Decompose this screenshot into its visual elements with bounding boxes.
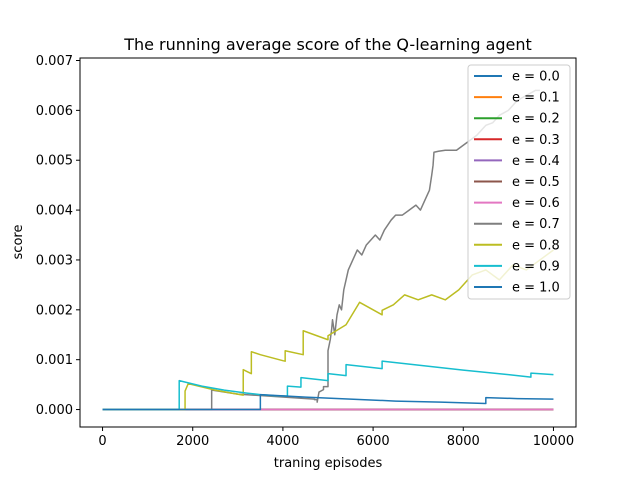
chart-title: The running average score of the Q-learn… (123, 35, 532, 54)
x-tick-label: 0 (98, 434, 106, 449)
legend-label-5: e = 0.5 (512, 175, 560, 190)
series-line-9 (102, 360, 554, 411)
legend-label-6: e = 0.6 (512, 196, 560, 211)
x-tick-label: 8000 (447, 434, 480, 449)
y-axis-label: score (11, 225, 26, 260)
legend-label-8: e = 0.8 (512, 238, 560, 253)
series-line-10 (102, 393, 554, 411)
y-axis-ticks: 0.000 0.001 0.002 0.003 0.004 0.005 0.006 0.007 (36, 54, 80, 418)
legend-label-0: e = 0.0 (512, 70, 560, 85)
legend-label-1: e = 0.1 (512, 91, 560, 106)
legend-label-9: e = 0.9 (512, 259, 560, 274)
legend-label-3: e = 0.3 (512, 133, 560, 148)
plot-frame (79, 57, 577, 428)
legend-box (467, 64, 571, 300)
x-tick-label: 6000 (357, 434, 390, 449)
y-tick-label: 0.006 (36, 104, 73, 119)
y-tick-label: 0.000 (36, 403, 73, 418)
legend-label-7: e = 0.7 (512, 217, 560, 232)
x-tick-label: 4000 (266, 434, 299, 449)
y-tick-label: 0.001 (36, 353, 73, 368)
y-tick-label: 0.005 (36, 154, 73, 169)
series-line-7 (102, 89, 540, 411)
y-tick-label: 0.004 (36, 204, 73, 219)
legend-label-2: e = 0.2 (512, 112, 560, 127)
legend-label-4: e = 0.4 (512, 154, 560, 169)
legend-label-10: e = 1.0 (512, 281, 560, 296)
x-tick-label: 2000 (176, 434, 209, 449)
y-tick-label: 0.003 (36, 253, 73, 268)
x-axis-label: traning episodes (274, 456, 383, 471)
legend: e = 0.0 e = 0.1 e = 0.2 e = 0.3 e = 0.4 e = 0… (467, 64, 571, 300)
y-tick-label: 0.002 (36, 303, 73, 318)
x-tick-label: 10000 (533, 434, 574, 449)
y-tick-label: 0.007 (36, 54, 73, 69)
x-axis-ticks: 0 2000 4000 6000 8000 10000 (98, 427, 574, 449)
